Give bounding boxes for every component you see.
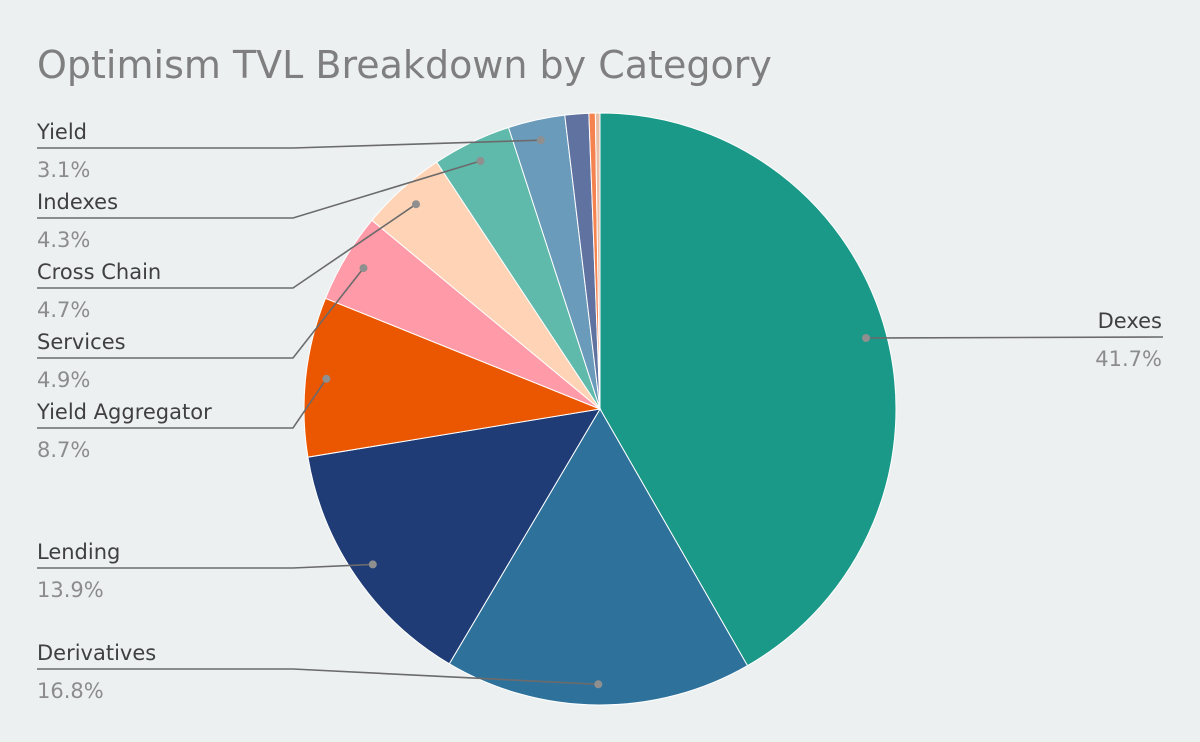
slice-label-services: Services [37, 330, 126, 354]
slice-label-yield-aggregator: Yield Aggregator [36, 400, 212, 424]
pie-slice-lending [307, 408, 601, 665]
pie-slices [303, 112, 897, 706]
leader-line-derivatives [37, 668, 599, 686]
slice-percent-cross-chain: 4.7% [37, 298, 90, 322]
chart-title: Optimism TVL Breakdown by Category [37, 43, 772, 87]
pie-slice-yield-aggregator [303, 297, 602, 458]
slice-percent-lending: 13.9% [37, 578, 104, 602]
slice-label-derivatives: Derivatives [37, 641, 156, 665]
slice-label-indexes: Indexes [37, 190, 118, 214]
leader-line-dexes [865, 336, 1164, 339]
slice-label-dexes: Dexes [1098, 309, 1162, 333]
pie-slice-dexes [599, 112, 897, 667]
slice-percent-dexes: 41.7% [1095, 347, 1162, 371]
slice-labels: Dexes 41.7% Derivatives 16.8% Lending 13.9% Yi… [36, 120, 1164, 703]
slice-label-cross-chain: Cross Chain [37, 260, 161, 284]
leader-line-services [37, 267, 365, 359]
slice-percent-services: 4.9% [37, 368, 90, 392]
leader-dot-services [359, 264, 368, 273]
slice-label-yield: Yield [36, 120, 87, 144]
slice-percent-yield: 3.1% [37, 158, 90, 182]
leader-dot-derivatives [594, 680, 603, 689]
leader-line-yield-aggregator [37, 378, 328, 429]
leader-dot-lending [368, 560, 377, 569]
slice-label-lending: Lending [37, 540, 120, 564]
leader-line-yield [37, 139, 541, 149]
pie-slice-other-10 [594, 112, 601, 410]
slice-percent-indexes: 4.3% [37, 228, 90, 252]
slice-percent-yield-aggregator: 8.7% [37, 438, 90, 462]
leader-line-cross-chain [37, 203, 417, 289]
leader-dot-indexes [476, 157, 485, 165]
leader-line-indexes [37, 160, 481, 219]
leader-line-lending [37, 563, 373, 569]
leader-dot-yield [536, 136, 545, 145]
leader-dot-dexes [862, 334, 870, 342]
leader-dot-cross-chain [412, 200, 420, 209]
slice-percent-derivatives: 16.8% [37, 679, 104, 703]
leader-dot-yield-aggregator [322, 374, 331, 383]
